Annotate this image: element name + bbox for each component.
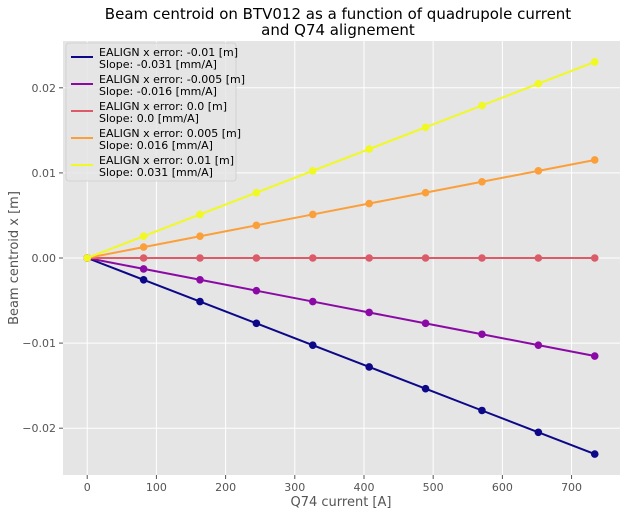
data-point	[590, 58, 599, 66]
data-point	[534, 254, 543, 262]
x-tick-label: 700	[561, 481, 582, 494]
data-point	[421, 188, 430, 197]
series-3	[83, 156, 599, 262]
series-line	[87, 257, 595, 358]
data-point	[365, 308, 373, 317]
data-point	[478, 406, 486, 415]
y-tick-label: 0.01	[32, 167, 57, 180]
data-point	[139, 232, 148, 241]
data-point	[252, 221, 261, 230]
data-point	[196, 254, 204, 262]
data-point	[139, 265, 148, 273]
legend-entry-line-2: Slope: -0.031 [mm/A]	[99, 58, 217, 71]
data-point	[308, 254, 317, 262]
data-point	[421, 319, 430, 328]
chart-title-line-2: and Q74 alignement	[261, 21, 415, 39]
data-point	[478, 254, 486, 262]
data-point	[478, 330, 486, 339]
x-tick-label: 0	[84, 481, 91, 494]
x-tick-label: 400	[353, 481, 374, 494]
data-point	[139, 275, 148, 284]
data-point	[252, 188, 261, 197]
data-point	[308, 341, 317, 349]
data-point	[421, 384, 430, 393]
y-axis-label: Beam centroid x [m]	[7, 191, 22, 325]
legend-entry-line-1: EALIGN x error: -0.01 [m]	[99, 46, 238, 59]
data-point	[308, 297, 317, 306]
legend-entry-line-1: EALIGN x error: 0.0 [m]	[99, 100, 227, 113]
legend-entry-line-2: Slope: 0.016 [mm/A]	[99, 139, 213, 152]
legend-entry-line-1: EALIGN x error: 0.005 [m]	[99, 127, 241, 140]
x-tick-label: 300	[284, 481, 305, 494]
data-point	[252, 254, 261, 262]
data-point	[308, 167, 317, 175]
x-tick-label: 200	[215, 481, 236, 494]
chart-title-line-1: Beam centroid on BTV012 as a function of…	[105, 5, 572, 23]
series-0	[83, 254, 599, 458]
data-point	[252, 286, 261, 295]
legend-entry-line-1: EALIGN x error: 0.01 [m]	[99, 154, 234, 167]
legend-entry-line-1: EALIGN x error: -0.005 [m]	[99, 73, 245, 86]
legend: EALIGN x error: -0.01 [m]Slope: -0.031 […	[65, 42, 245, 182]
data-point	[478, 101, 486, 110]
x-tick-label: 100	[146, 481, 167, 494]
data-point	[196, 297, 204, 306]
data-point	[196, 232, 204, 241]
y-tick-label: −0.01	[22, 337, 56, 350]
data-point	[534, 167, 543, 175]
series-line	[86, 257, 596, 456]
data-point	[365, 145, 373, 153]
data-point	[139, 243, 148, 251]
data-point	[252, 319, 261, 328]
data-point	[590, 450, 599, 458]
legend-box	[65, 42, 237, 182]
series-line	[86, 60, 596, 259]
legend-entry-line-2: Slope: 0.0 [mm/A]	[99, 112, 199, 125]
data-point	[365, 199, 373, 208]
y-axis-ticks: −0.02 −0.01 0.00 0.01 0.02	[22, 82, 63, 435]
data-point	[534, 79, 543, 88]
data-point	[421, 123, 430, 132]
data-point	[590, 254, 599, 262]
x-axis-label: Q74 current [A]	[291, 495, 392, 510]
series-line	[87, 158, 595, 259]
x-tick-label: 500	[423, 481, 444, 494]
x-tick-label: 600	[492, 481, 513, 494]
data-point	[196, 210, 204, 219]
data-point	[139, 254, 148, 262]
y-tick-label: 0.02	[32, 82, 57, 95]
data-point	[478, 177, 486, 186]
legend-entry-line-2: Slope: 0.031 [mm/A]	[99, 166, 213, 179]
data-point	[590, 156, 599, 164]
data-point	[590, 352, 599, 360]
y-tick-label: 0.00	[32, 252, 57, 265]
data-point	[196, 275, 204, 284]
data-point	[365, 254, 373, 262]
legend-entry-line-2: Slope: -0.016 [mm/A]	[99, 85, 217, 98]
data-point	[534, 341, 543, 349]
series-layer	[83, 58, 599, 458]
data-point	[308, 210, 317, 219]
x-axis-ticks: 0 100 200 300 400 500 600 700	[84, 475, 582, 494]
data-point	[365, 363, 373, 371]
series-4	[83, 58, 599, 262]
data-point	[83, 254, 92, 262]
y-tick-label: −0.02	[22, 422, 56, 435]
data-point	[421, 254, 430, 262]
data-point	[534, 428, 543, 437]
